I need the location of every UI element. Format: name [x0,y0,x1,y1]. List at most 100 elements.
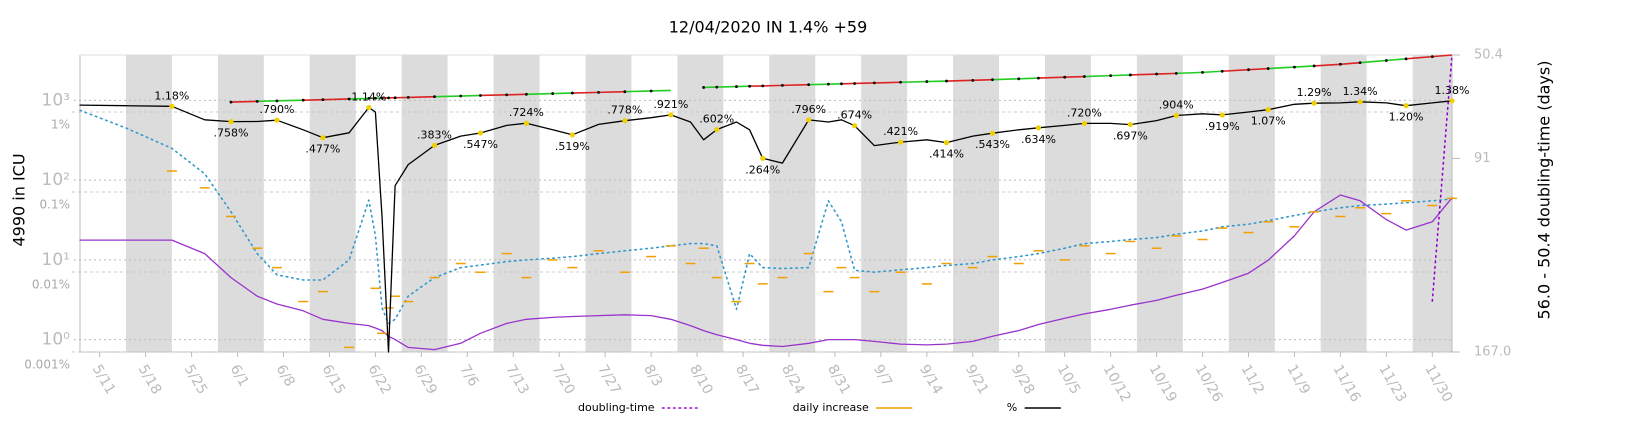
value-label: .921% [653,98,688,111]
value-label: .477% [305,143,340,156]
line-segment [257,100,277,103]
value-marker [1357,99,1363,105]
point-marker [1404,57,1408,61]
week-band [309,55,356,352]
x-tick-label: 11/23 [1375,362,1409,405]
value-marker [366,104,372,111]
point-marker [347,97,351,101]
x-tick-label: 6/29 [410,362,440,397]
value-label: .796% [791,103,826,116]
line-segment [972,78,993,82]
value-marker [668,112,674,118]
week-band [677,55,724,352]
x-tick-label: 8/24 [778,362,808,397]
value-label: .543% [975,138,1010,151]
point-marker [971,78,975,82]
point-marker [301,98,305,102]
x-tick-label: 7/20 [548,362,578,397]
point-marker [406,96,410,99]
point-marker [1174,71,1178,75]
point-marker [433,95,436,99]
value-label: .904% [1159,99,1194,112]
line-segment [1222,68,1249,73]
line-segment [230,100,258,103]
point-marker [1017,77,1021,81]
line-segment [946,79,973,82]
line-segment [624,90,652,93]
value-marker [622,118,628,124]
point-marker [1201,70,1204,74]
x-tick-label: 9/21 [962,362,992,397]
week-band [125,55,172,352]
x-tick-label: 7/6 [456,362,481,390]
week-band [493,55,540,352]
point-marker [551,92,555,95]
line-segment [552,92,573,95]
value-marker [989,130,996,136]
x-tick-label: 8/31 [824,362,854,397]
week-band [769,55,816,352]
value-marker [1449,98,1455,104]
x-tick-label: 6/15 [319,362,349,397]
line-segment [1110,74,1131,77]
value-label: .720% [1067,106,1102,119]
point-marker [702,86,706,89]
point-marker [524,92,528,96]
series-line [79,109,1453,325]
x-tick-label: 8/3 [640,362,665,390]
value-label: .421% [883,125,918,138]
line-segment [1202,70,1223,74]
point-marker [1220,69,1224,73]
value-label: 1.20% [1389,111,1424,124]
point-marker [321,98,325,102]
y-tick-label: 10¹ [42,250,70,270]
line-segment [460,94,481,97]
value-marker [569,132,575,138]
value-label: .519% [555,140,590,153]
x-tick-label: 11/9 [1284,362,1314,397]
line-segment [408,95,435,99]
x-tick-label: 10/12 [1100,362,1134,405]
value-marker [852,123,858,129]
point-marker [393,96,397,100]
line-segment [1156,72,1177,75]
line-segment [1018,77,1039,80]
point-marker [899,80,902,84]
point-marker [1358,61,1362,65]
y2-tick-label: 91 [1474,151,1491,166]
line-segment [480,93,507,97]
point-marker [1266,67,1270,70]
value-label: .547% [463,138,498,151]
value-marker [714,127,720,133]
x-tick-label: 9/28 [1008,362,1038,397]
line-segment [1314,63,1341,67]
line-segment [322,98,350,101]
value-label: .383% [417,128,452,141]
value-marker [1173,112,1179,119]
value-marker [431,142,438,148]
point-marker [570,91,574,95]
line-segment [1084,74,1111,78]
value-label: .634% [1021,133,1056,146]
line-segment [434,95,461,98]
line-segment [303,98,323,101]
line-segment [1268,66,1295,70]
value-label: 1.07% [1251,115,1286,128]
line-segment [900,80,927,84]
point-marker [597,90,601,94]
line-segment [276,99,304,102]
line-segment [782,83,809,87]
line-segment [762,84,783,87]
value-marker [1035,125,1042,131]
week-band [861,55,908,352]
y2-tick-label: 50.4 [1474,48,1503,63]
value-marker [274,117,280,123]
line-segment [1294,65,1315,68]
series-line [79,194,1453,351]
point-marker [1128,73,1132,77]
point-marker [367,97,371,100]
x-tick-label: 8/17 [732,362,762,397]
point-marker [1384,59,1388,62]
line-segment [1038,76,1065,79]
y3-tick-label: 1% [51,118,70,132]
